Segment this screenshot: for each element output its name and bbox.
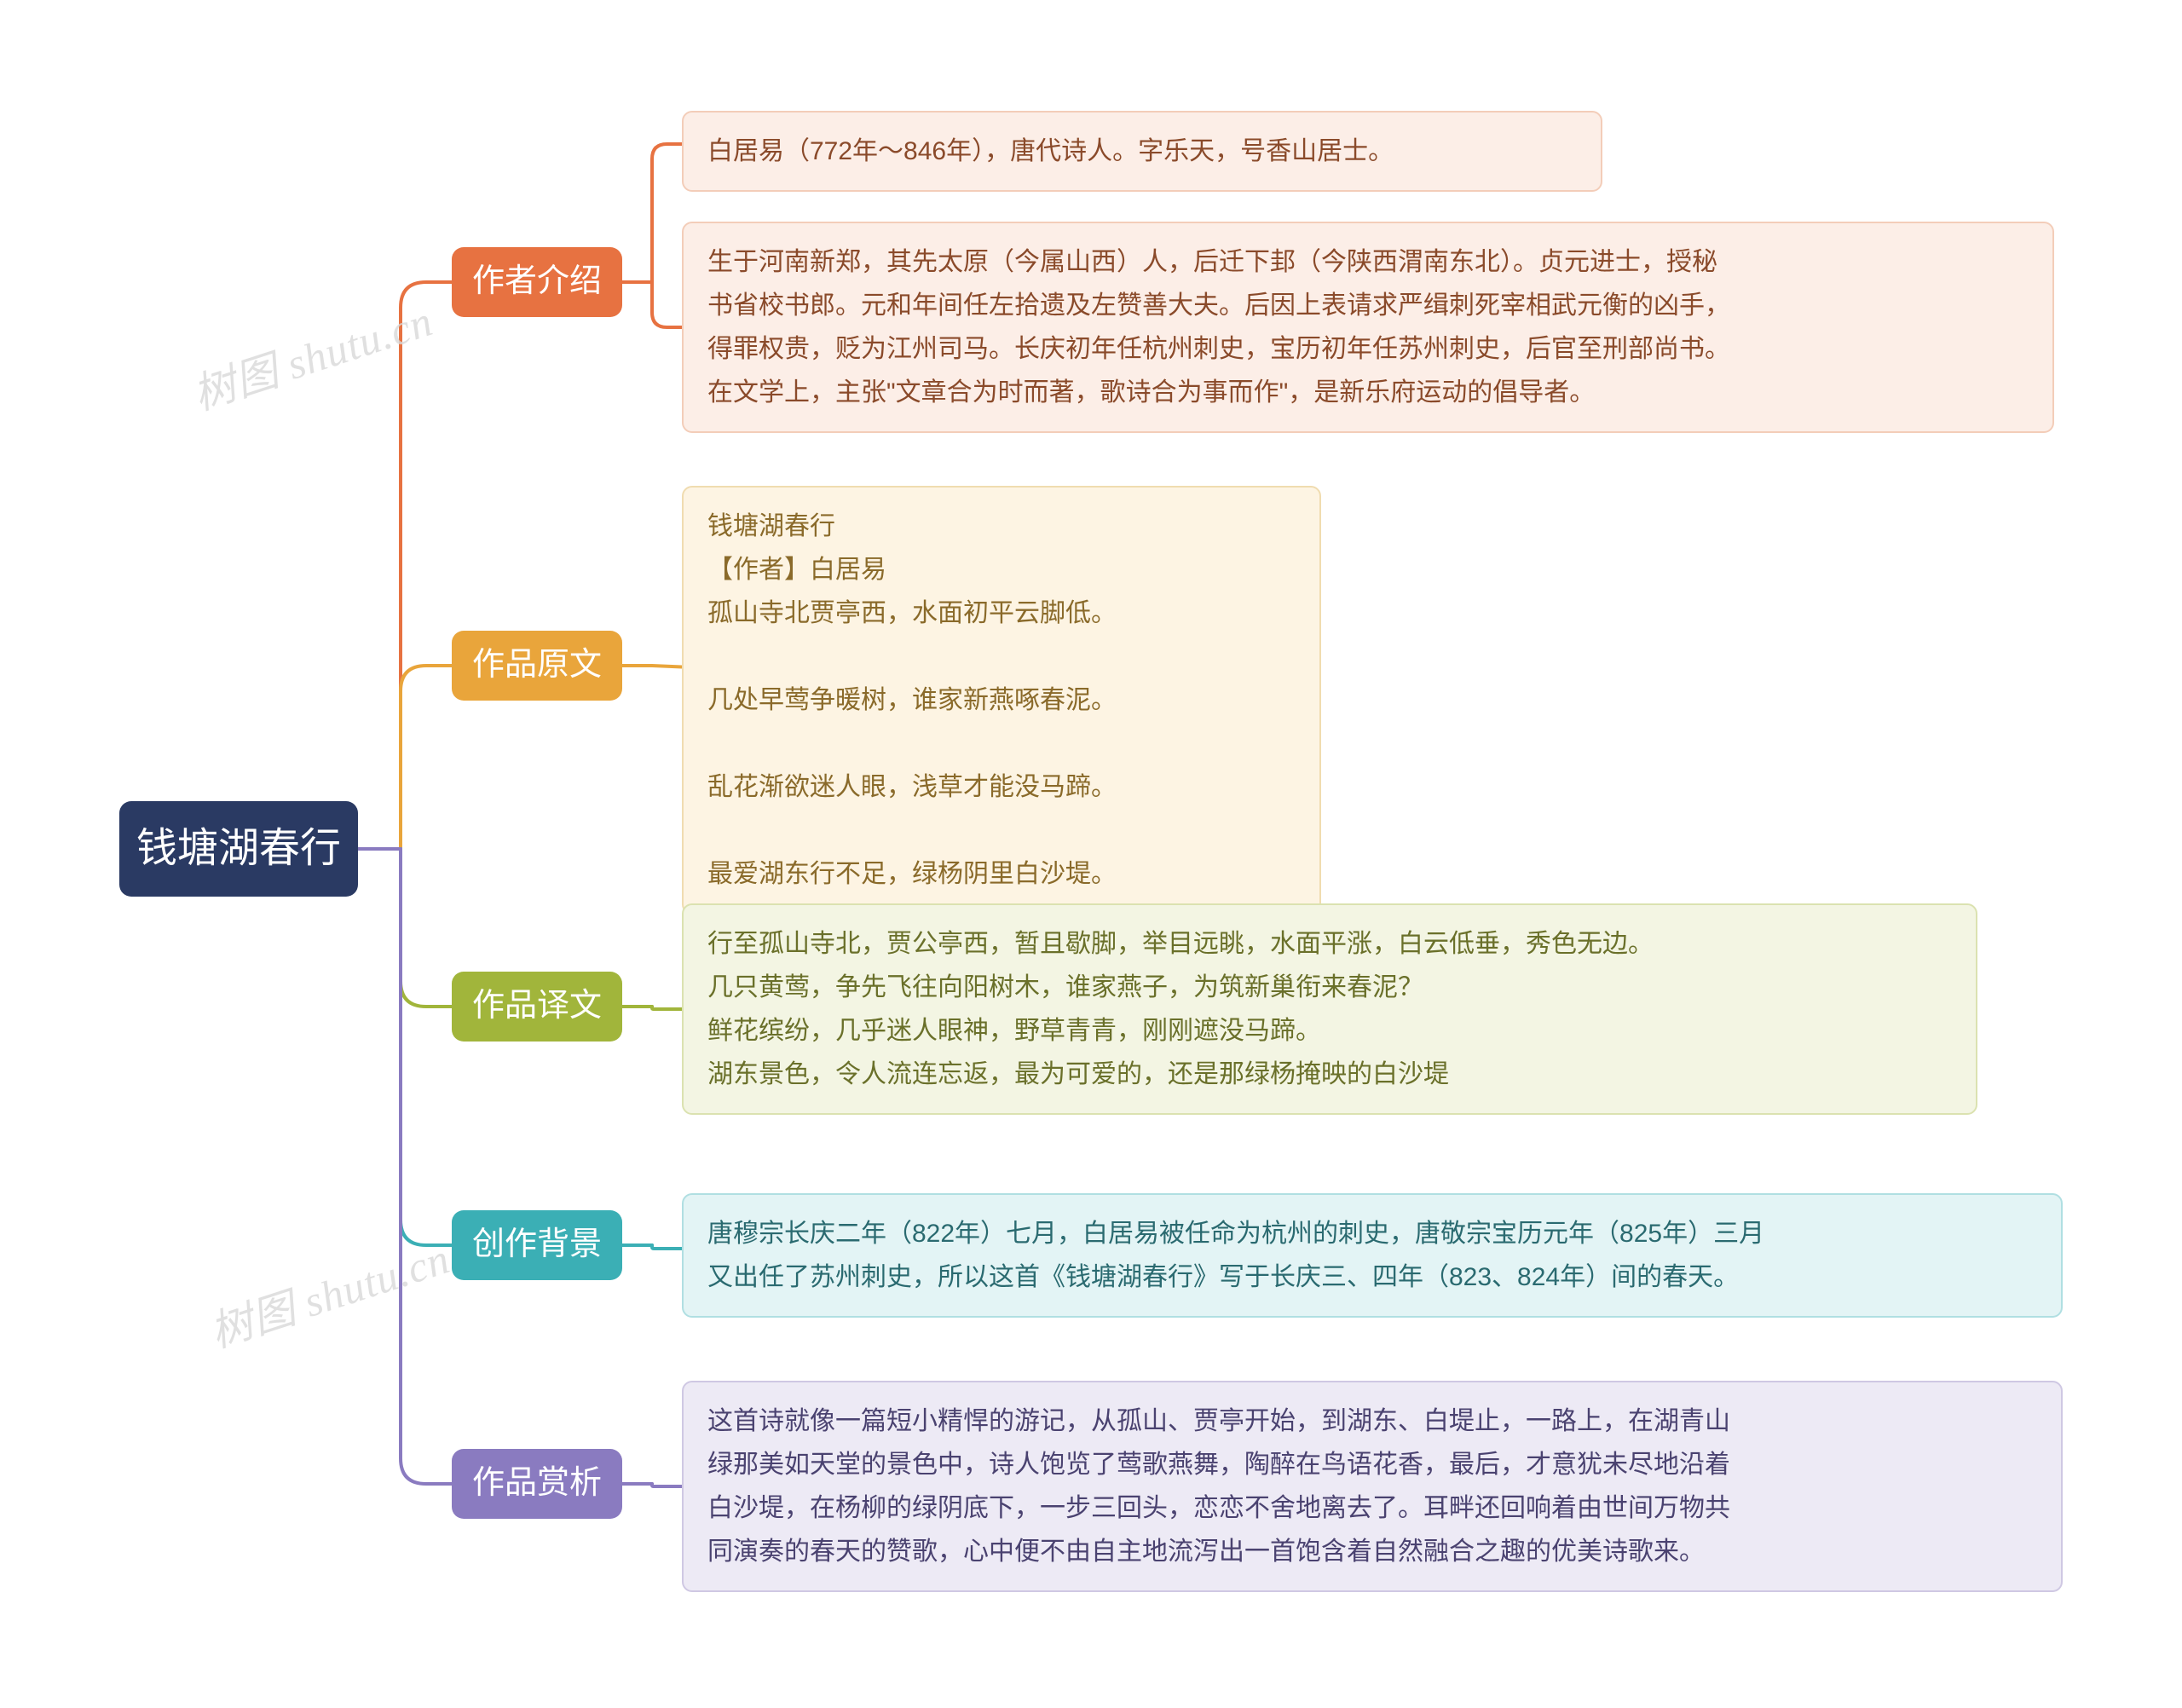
leaf-background-text: 唐穆宗长庆二年（822年）七月，白居易被任命为杭州的刺史，唐敬宗宝历元年（825… [682,1193,2063,1318]
leaf-author-bio: 生于河南新郑，其先太原（今属山西）人，后迁下邽（今陕西渭南东北）。贞元进士，授秘… [682,222,2054,433]
leaf-translation-text: 行至孤山寺北，贾公亭西，暂且歇脚，举目远眺，水面平涨，白云低垂，秀色无边。 几只… [682,903,1977,1115]
branch-translation[interactable]: 作品译文 [452,972,622,1042]
branch-appreciation[interactable]: 作品赏析 [452,1449,622,1519]
root-node[interactable]: 钱塘湖春行 [119,801,358,897]
branch-author[interactable]: 作者介绍 [452,247,622,317]
leaf-appreciation-text: 这首诗就像一篇短小精悍的游记，从孤山、贾亭开始，到湖东、白堤止，一路上，在湖青山… [682,1381,2063,1592]
leaf-author-intro: 白居易（772年～846年），唐代诗人。字乐天，号香山居士。 [682,111,1602,192]
leaf-original-poem: 钱塘湖春行 【作者】白居易 孤山寺北贾亭西，水面初平云脚低。 几处早莺争暖树，谁… [682,486,1321,915]
branch-original[interactable]: 作品原文 [452,631,622,701]
watermark: 树图 shutu.cn [201,1225,457,1360]
mindmap-canvas: 树图 shutu.cn 树图 shutu.cn 树图 shutu.cn 树图 s… [0,0,2182,1708]
watermark: 树图 shutu.cn [184,287,440,423]
branch-background[interactable]: 创作背景 [452,1210,622,1280]
